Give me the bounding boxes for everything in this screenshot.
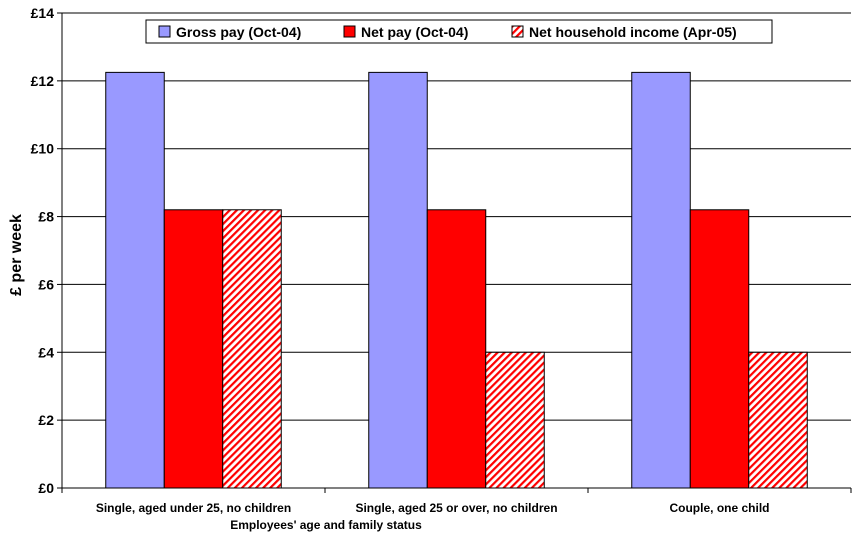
bar xyxy=(222,209,282,489)
bars xyxy=(105,71,808,489)
legend-label: Gross pay (Oct-04) xyxy=(176,24,301,40)
axes xyxy=(57,12,852,493)
x-category-label: Couple, one child xyxy=(669,501,769,515)
y-tick-label: £6 xyxy=(38,276,54,292)
y-axis-title: £ per week xyxy=(8,214,25,296)
bar xyxy=(163,209,224,489)
legend-swatch xyxy=(158,25,171,38)
legend: Gross pay (Oct-04) Net pay (Oct-04) Net ho… xyxy=(145,19,773,44)
legend-swatch xyxy=(511,25,524,38)
y-tick-label: £2 xyxy=(38,412,54,428)
x-category-label: Single, aged 25 or over, no children xyxy=(355,501,557,515)
legend-label: Net pay (Oct-04) xyxy=(361,24,468,40)
x-axis-title: Employees' age and family status xyxy=(230,518,422,532)
legend-label: Net household income (Apr-05) xyxy=(529,24,737,40)
bar xyxy=(426,209,487,489)
bar xyxy=(368,71,428,489)
bar xyxy=(631,71,691,489)
legend-swatch xyxy=(343,25,356,38)
y-tick-labels: £0 £2 £4 £6 £8 £10 £12 £14 xyxy=(31,5,55,496)
x-category-label: Single, aged under 25, no children xyxy=(96,501,291,515)
bar xyxy=(689,209,750,489)
legend-box xyxy=(145,19,773,44)
bar xyxy=(105,71,165,489)
bar xyxy=(485,351,545,489)
y-tick-label: £12 xyxy=(31,73,55,89)
y-tick-label: £4 xyxy=(38,344,54,360)
y-tick-label: £0 xyxy=(38,480,54,496)
bar xyxy=(748,351,808,489)
y-tick-label: £10 xyxy=(31,141,55,157)
y-tick-label: £14 xyxy=(31,5,55,21)
y-tick-label: £8 xyxy=(38,209,54,225)
x-category-labels: Single, aged under 25, no children Single… xyxy=(96,501,770,515)
